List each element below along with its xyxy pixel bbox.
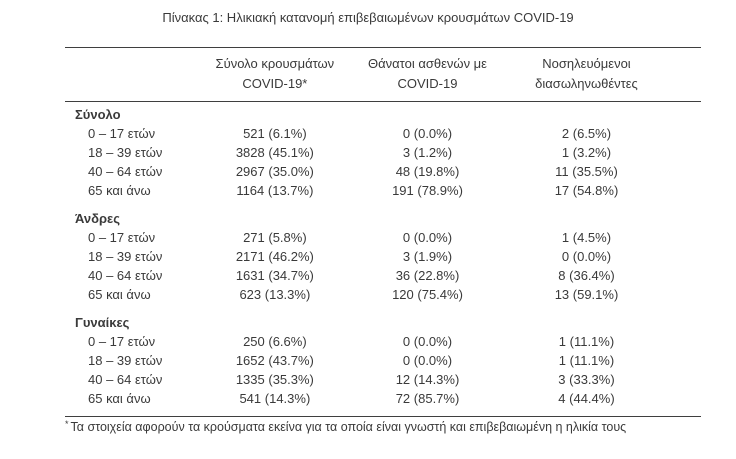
table-caption: Πίνακας 1: Ηλικιακή κατανομή επιβεβαιωμέ… [162, 10, 574, 25]
age-cell: 40 – 64 ετών [88, 164, 163, 179]
deaths-cell: 12 (14.3%) [395, 372, 460, 387]
deaths-cell: 191 (78.9%) [392, 183, 463, 198]
section-label-women: Γυναίκες [75, 315, 130, 330]
deaths-cell: 3 (1.9%) [402, 249, 453, 264]
intubated-cell: 1 (11.1%) [558, 334, 615, 349]
deaths-cell: 3 (1.2%) [402, 145, 453, 160]
covid-age-distribution-table: Σύνολο κρουσμάτων COVID-19* Θάνατοι ασθε… [65, 47, 701, 417]
column-header-cases: Σύνολο κρουσμάτων COVID-19* [192, 47, 358, 102]
intubated-cell: 11 (35.5%) [555, 164, 618, 179]
deaths-cell: 72 (85.7%) [395, 391, 460, 406]
intubated-cell: 4 (44.4%) [558, 391, 615, 406]
spacer-cell [676, 247, 701, 266]
table-row: 0 – 17 ετών 521 (6.1%) 0 (0.0%) 2 (6.5%) [65, 124, 701, 143]
section-label-total: Σύνολο [75, 107, 121, 122]
spacer-cell [676, 162, 701, 181]
table-row: 18 – 39 ετών 3828 (45.1%) 3 (1.2%) 1 (3.… [65, 143, 701, 162]
age-cell: 0 – 17 ετών [88, 334, 156, 349]
cases-cell: 2967 (35.0%) [235, 164, 314, 179]
deaths-cell: 48 (19.8%) [395, 164, 460, 179]
age-cell: 40 – 64 ετών [88, 372, 163, 387]
table-body: Σύνολο 0 – 17 ετών 521 (6.1%) 0 (0.0%) 2… [65, 102, 701, 417]
cases-cell: 250 (6.6%) [243, 334, 307, 349]
footnote-marker: * [65, 419, 69, 429]
intubated-cell: 13 (59.1%) [554, 287, 619, 302]
table-row: 18 – 39 ετών 1652 (43.7%) 0 (0.0%) 1 (11… [65, 351, 701, 370]
spacer-cell [676, 124, 701, 143]
section-header-row: Άνδρες [65, 200, 701, 228]
age-cell: 65 και άνω [88, 287, 151, 302]
header-row: Σύνολο κρουσμάτων COVID-19* Θάνατοι ασθε… [65, 47, 701, 102]
age-cell: 18 – 39 ετών [88, 249, 163, 264]
cases-cell: 1335 (35.3%) [235, 372, 314, 387]
deaths-cell: 0 (0.0%) [402, 126, 453, 141]
intubated-cell: 1 (11.1%) [558, 353, 615, 368]
deaths-cell: 120 (75.4%) [392, 287, 463, 302]
cases-cell: 623 (13.3%) [239, 287, 311, 302]
intubated-cell: 17 (54.8%) [554, 183, 619, 198]
intubated-cell: 1 (4.5%) [561, 230, 612, 245]
column-header-deaths: Θάνατοι ασθενών με COVID-19 [357, 47, 498, 102]
spacer-cell [676, 143, 701, 162]
cases-cell: 2171 (46.2%) [235, 249, 314, 264]
age-cell: 65 και άνω [88, 391, 151, 406]
empty-header-cell [65, 47, 193, 102]
age-cell: 18 – 39 ετών [88, 353, 163, 368]
table-row: 40 – 64 ετών 1631 (34.7%) 36 (22.8%) 8 (… [65, 266, 701, 285]
cases-cell: 3828 (45.1%) [235, 145, 314, 160]
spacer-cell [676, 285, 701, 304]
intubated-cell: 3 (33.3%) [558, 372, 615, 387]
spacer-cell [676, 181, 701, 200]
spacer-cell [676, 332, 701, 351]
spacer-cell [676, 370, 701, 389]
table-row: 40 – 64 ετών 2967 (35.0%) 48 (19.8%) 11 … [65, 162, 701, 181]
section-header-row: Σύνολο [65, 102, 701, 125]
column-header-intubated: Νοσηλευόμενοι διασωληνωθέντες [497, 47, 676, 102]
deaths-cell: 0 (0.0%) [402, 353, 453, 368]
table-row: 65 και άνω 1164 (13.7%) 191 (78.9%) 17 (… [65, 181, 701, 200]
table-row: 65 και άνω 541 (14.3%) 72 (85.7%) 4 (44.… [65, 389, 701, 417]
cases-cell: 1652 (43.7%) [235, 353, 314, 368]
spacer-cell [676, 389, 701, 417]
table-row: 40 – 64 ετών 1335 (35.3%) 12 (14.3%) 3 (… [65, 370, 701, 389]
deaths-cell: 36 (22.8%) [395, 268, 460, 283]
cases-cell: 271 (5.8%) [243, 230, 307, 245]
spacer-cell [676, 266, 701, 285]
spacer-cell [676, 351, 701, 370]
age-cell: 65 και άνω [88, 183, 151, 198]
age-cell: 0 – 17 ετών [88, 126, 156, 141]
table-row: 18 – 39 ετών 2171 (46.2%) 3 (1.9%) 0 (0.… [65, 247, 701, 266]
age-cell: 40 – 64 ετών [88, 268, 163, 283]
footnote: * Τα στοιχεία αφορούν τα κρούσματα εκείνα… [65, 419, 725, 434]
cases-cell: 521 (6.1%) [243, 126, 307, 141]
cases-cell: 1631 (34.7%) [235, 268, 314, 283]
cases-cell: 1164 (13.7%) [236, 183, 314, 198]
footnote-text: Τα στοιχεία αφορούν τα κρούσματα εκείνα … [70, 420, 627, 434]
spacer-header-cell [675, 47, 701, 102]
intubated-cell: 8 (36.4%) [558, 268, 615, 283]
spacer-cell [676, 228, 701, 247]
intubated-cell: 0 (0.0%) [561, 249, 612, 264]
table-row: 0 – 17 ετών 271 (5.8%) 0 (0.0%) 1 (4.5%) [65, 228, 701, 247]
intubated-cell: 1 (3.2%) [561, 145, 612, 160]
age-cell: 0 – 17 ετών [88, 230, 156, 245]
table-header: Σύνολο κρουσμάτων COVID-19* Θάνατοι ασθε… [65, 47, 701, 102]
section-label-men: Άνδρες [75, 211, 120, 226]
deaths-cell: 0 (0.0%) [402, 230, 453, 245]
table-row: 65 και άνω 623 (13.3%) 120 (75.4%) 13 (5… [65, 285, 701, 304]
table-row: 0 – 17 ετών 250 (6.6%) 0 (0.0%) 1 (11.1%… [65, 332, 701, 351]
deaths-cell: 0 (0.0%) [402, 334, 453, 349]
cases-cell: 541 (14.3%) [239, 391, 311, 406]
age-cell: 18 – 39 ετών [88, 145, 163, 160]
section-header-row: Γυναίκες [65, 304, 701, 332]
intubated-cell: 2 (6.5%) [561, 126, 612, 141]
